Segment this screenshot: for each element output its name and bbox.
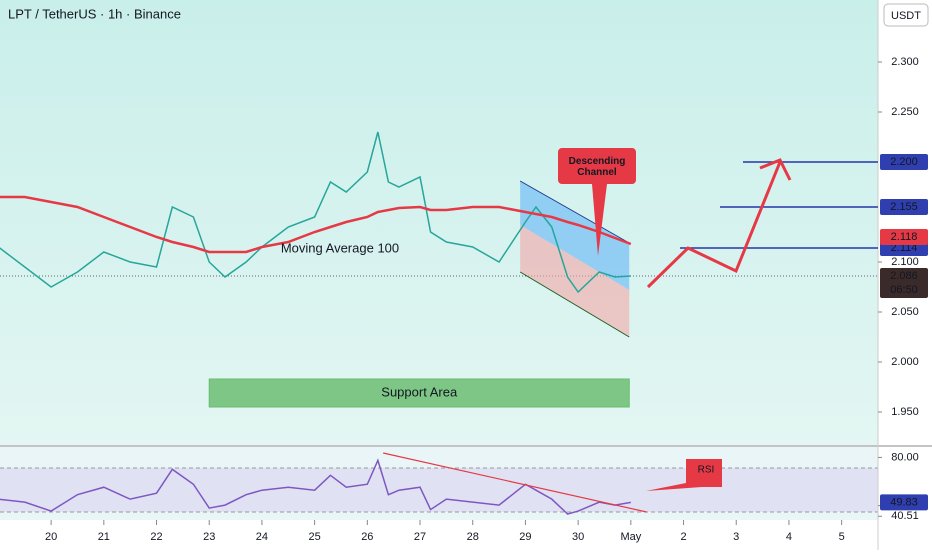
rsi-trendline [383, 452, 647, 513]
y-tick-label: 2.050 [891, 306, 919, 318]
level-tag [880, 199, 928, 215]
countdown: 06:50 [890, 284, 918, 296]
rsi-callout [646, 459, 722, 491]
price-tag-label: 2.086 [890, 270, 918, 282]
rsi-tick-label: 80.00 [891, 451, 919, 463]
x-tick-label: 29 [519, 531, 531, 543]
channel-upper [520, 181, 630, 290]
channel-edge [519, 271, 630, 338]
ma-tag [880, 229, 928, 245]
level-tag-label: 2.200 [890, 156, 918, 168]
x-tick-label: 24 [256, 531, 268, 543]
rsi-tick-label: 40.51 [891, 510, 919, 522]
rsi-tag-label: 49.83 [890, 496, 918, 508]
x-tick-label: 26 [361, 531, 373, 543]
ma-label: Moving Average 100 [281, 240, 399, 255]
level-tag-label: 2.155 [890, 201, 918, 213]
rsi-tag [880, 494, 928, 511]
x-tick-label: 27 [414, 531, 426, 543]
y-tick-label: 2.300 [891, 56, 919, 68]
channel-lower [520, 225, 630, 337]
currency: USDT [891, 10, 921, 22]
x-tick-label: 28 [467, 531, 479, 543]
projection-head [759, 158, 792, 181]
rsi-callout-label: RSI [698, 465, 715, 476]
x-tick-label: 5 [839, 531, 845, 543]
ma-tag-label: 2.118 [891, 231, 918, 243]
x-tick-label: May [620, 531, 641, 543]
y-tick-label: 2.000 [891, 356, 919, 368]
x-tick-label: 20 [45, 531, 57, 543]
price-tag [880, 268, 928, 298]
currency-box [883, 3, 929, 27]
x-tick-label: 22 [150, 531, 162, 543]
support-label: Support Area [381, 384, 458, 399]
ma-line [0, 195, 632, 254]
y-tick-label: 2.100 [891, 256, 919, 268]
callout-label: Descending Channel [569, 156, 626, 178]
price-line [0, 131, 631, 294]
x-tick-label: 4 [786, 531, 792, 543]
x-tick-label: 2 [680, 531, 686, 543]
x-tick-label: 23 [203, 531, 215, 543]
x-tick-label: 25 [309, 531, 321, 543]
y-tick-label: 2.250 [891, 106, 919, 118]
y-tick-label: 1.950 [891, 406, 919, 418]
channel-edge [519, 180, 630, 244]
x-tick-label: 3 [733, 531, 739, 543]
support-zone [208, 378, 630, 408]
projection [646, 161, 782, 289]
x-tick-label: 30 [572, 531, 584, 543]
level-tag [880, 154, 928, 170]
rsi-band [0, 468, 878, 512]
callout-box [558, 148, 636, 256]
x-tick-label: 21 [98, 531, 110, 543]
main-pane [0, 0, 878, 445]
chart-title: LPT / TetherUS · 1h · Binance [8, 6, 181, 21]
rsi-line [0, 458, 631, 515]
